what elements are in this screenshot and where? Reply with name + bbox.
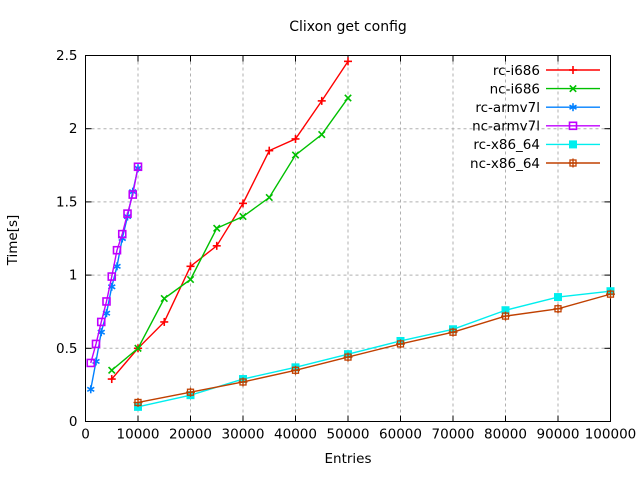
legend-label: nc-i686 bbox=[490, 81, 540, 97]
y-tick-label: 0 bbox=[69, 414, 78, 430]
y-axis-title: Time[s] bbox=[5, 214, 21, 266]
x-tick-label: 40000 bbox=[274, 427, 317, 443]
series-rc-i686 bbox=[107, 57, 352, 384]
x-tick-label: 20000 bbox=[169, 427, 212, 443]
plot-border-and-ticks: 0 10000 20000 30000 40000 50000 60000 70000 8000… bbox=[56, 48, 636, 443]
legend: rc-i686 nc-i686 rc-armv7l nc-armv7l rc-x86_6… bbox=[470, 63, 600, 172]
legend-label: rc-i686 bbox=[493, 63, 540, 79]
series-nc-i686 bbox=[107, 94, 352, 375]
x-tick-label: 100000 bbox=[585, 427, 637, 443]
y-tick-label: 1.5 bbox=[56, 194, 77, 210]
legend-item-nc-i686: nc-i686 bbox=[490, 81, 600, 97]
legend-item-nc-armv7l: nc-armv7l bbox=[472, 119, 600, 135]
series-nc-x86_64 bbox=[133, 289, 615, 407]
legend-item-rc-x86_64: rc-x86_64 bbox=[473, 137, 600, 153]
chart-title: Clixon get config bbox=[289, 19, 407, 35]
legend-label: rc-armv7l bbox=[475, 100, 540, 116]
x-tick-label: 30000 bbox=[222, 427, 265, 443]
x-axis-title: Entries bbox=[324, 451, 372, 467]
x-tick-label: 90000 bbox=[537, 427, 580, 443]
x-tick-label: 0 bbox=[81, 427, 90, 443]
series-rc-x86_64 bbox=[134, 287, 615, 411]
y-tick-label: 0.5 bbox=[56, 341, 77, 357]
y-tick-label: 1 bbox=[69, 268, 78, 284]
legend-item-nc-x86_64: nc-x86_64 bbox=[470, 156, 600, 172]
x-tick-label: 50000 bbox=[327, 427, 370, 443]
legend-label: nc-armv7l bbox=[472, 119, 540, 135]
gridlines bbox=[85, 55, 611, 422]
legend-item-rc-armv7l: rc-armv7l bbox=[475, 100, 600, 116]
x-tick-label: 10000 bbox=[117, 427, 160, 443]
legend-label: rc-x86_64 bbox=[473, 137, 540, 153]
x-tick-label: 70000 bbox=[432, 427, 475, 443]
x-tick-label: 60000 bbox=[379, 427, 422, 443]
y-tick-label: 2 bbox=[69, 121, 78, 137]
legend-item-rc-i686: rc-i686 bbox=[493, 63, 600, 79]
y-tick-label: 2.5 bbox=[56, 48, 77, 64]
series-nc-armv7l bbox=[86, 162, 143, 368]
legend-label: nc-x86_64 bbox=[470, 156, 540, 172]
x-tick-label: 80000 bbox=[484, 427, 527, 443]
